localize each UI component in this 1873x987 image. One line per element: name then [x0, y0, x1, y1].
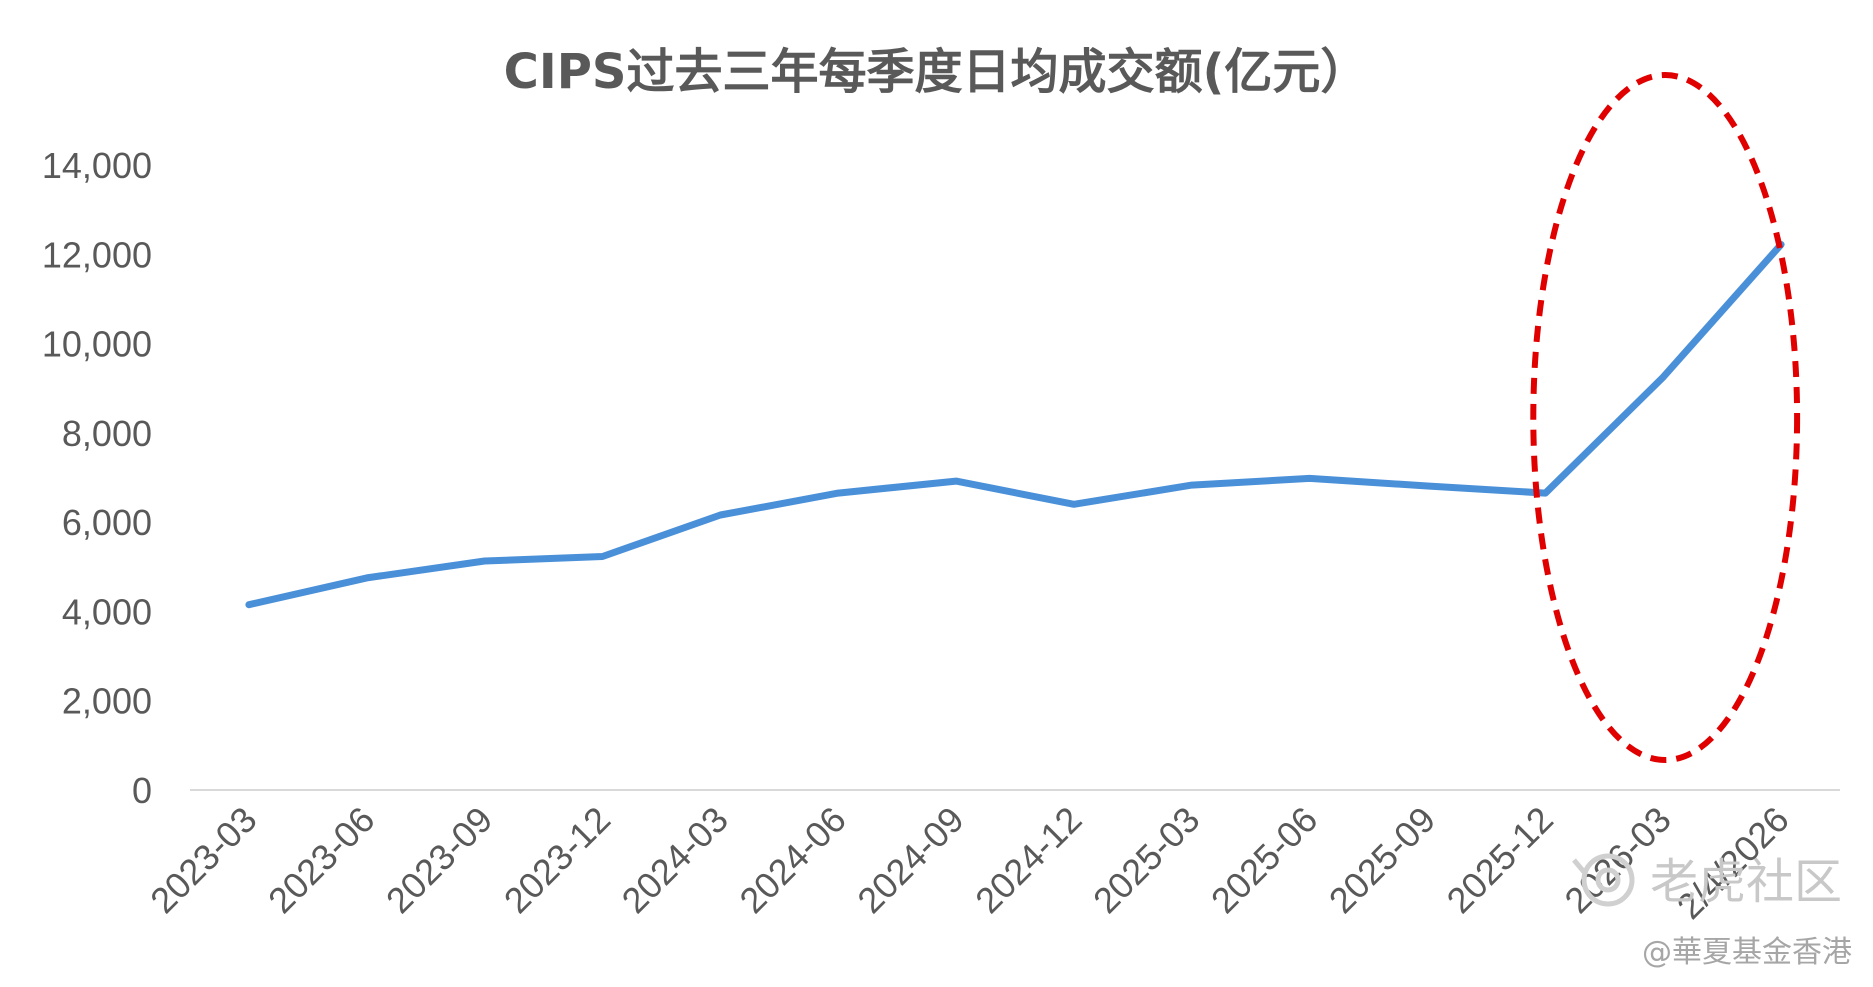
y-tick-label: 14,000 [42, 145, 152, 186]
y-tick-label: 0 [132, 770, 152, 811]
x-tick-label: 2023-06 [260, 799, 382, 921]
x-tick-label: 2023-09 [378, 799, 500, 921]
x-tick-label: 2025-12 [1439, 799, 1561, 921]
chart-title: CIPS过去三年每季度日均成交额(亿元） [504, 44, 1369, 100]
x-tick-label: 2025-03 [1085, 799, 1207, 921]
highlight-ellipse [1530, 72, 1801, 763]
y-axis-tick-labels: 0 2,000 4,000 6,000 8,000 10,000 12,000 14,000 [42, 145, 152, 811]
series-line [245, 241, 1785, 609]
x-axis-tick-labels: 2023-032023-062023-092023-122024-032024-… [142, 799, 1797, 927]
y-tick-label: 8,000 [62, 413, 152, 454]
watermark-credit: @華夏基金香港 [1642, 935, 1852, 970]
watermark-brand: 老虎社区 [1650, 854, 1842, 910]
x-tick-label: 2024-06 [731, 799, 853, 921]
x-tick-label: 2024-09 [849, 799, 971, 921]
x-tick-label: 2024-12 [967, 799, 1089, 921]
y-tick-label: 12,000 [42, 234, 152, 275]
y-tick-label: 4,000 [62, 591, 152, 632]
watermark: 老虎社区 @華夏基金香港 [1572, 853, 1852, 970]
x-tick-label: 2023-12 [496, 799, 618, 921]
y-tick-label: 6,000 [62, 502, 152, 543]
y-tick-label: 10,000 [42, 324, 152, 365]
x-tick-label: 2025-09 [1321, 799, 1443, 921]
y-tick-label: 2,000 [62, 681, 152, 722]
x-tick-label: 2023-03 [142, 799, 264, 921]
x-tick-label: 2024-03 [614, 799, 736, 921]
tiger-logo-icon [1572, 853, 1635, 907]
x-tick-label: 2025-06 [1203, 799, 1325, 921]
